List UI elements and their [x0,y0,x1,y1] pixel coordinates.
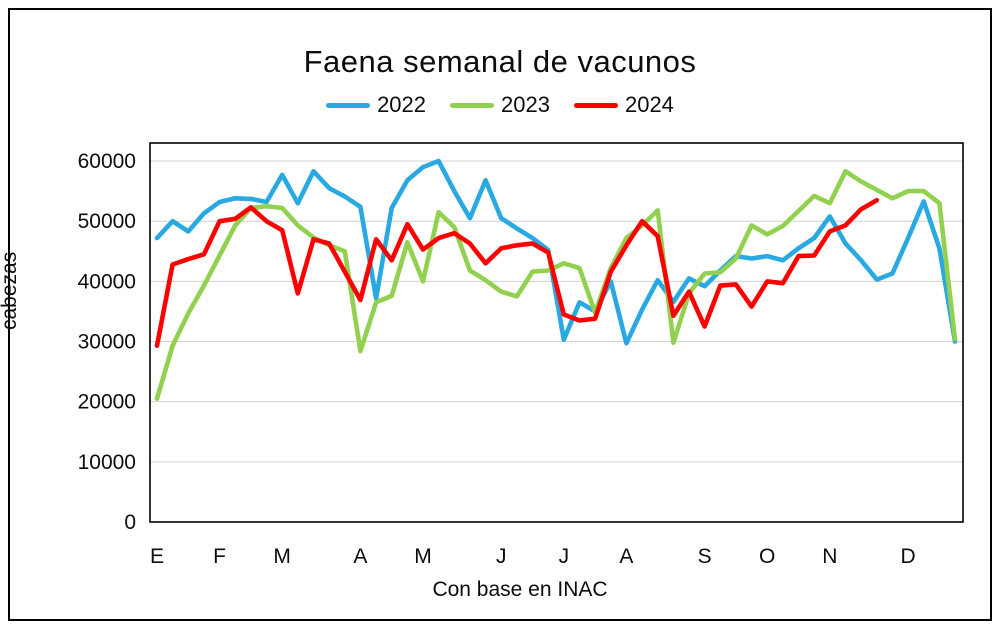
y-tick-label: 10000 [78,451,136,474]
y-tick-label: 60000 [78,150,136,173]
plot-background [150,143,963,522]
y-tick-label: 40000 [78,270,136,293]
x-tick-label-month: A [353,545,367,568]
chart-title: Faena semanal de vacunos [303,44,697,79]
x-tick-label-month: M [273,545,291,568]
y-tick-label: 30000 [78,331,136,354]
legend: 2022 2023 2024 [0,92,1000,118]
legend-swatch-2024 [573,102,618,108]
legend-label-2023: 2023 [501,92,550,117]
y-tick-label: 0 [124,511,136,534]
x-tick-label-month: N [822,545,837,568]
legend-item-2023: 2023 [450,92,550,118]
legend-item-2022: 2022 [326,92,426,118]
plot-border [149,142,964,523]
x-tick-label-month: D [900,545,915,568]
x-tick-label-month: F [213,545,226,568]
x-tick-label-month: S [698,545,712,568]
legend-item-2024: 2024 [573,92,674,118]
x-tick-label-month: J [496,545,507,568]
x-tick-label-month: M [414,545,432,568]
x-tick-label-month: O [759,545,775,568]
x-axis-caption: Con base en INAC [432,578,608,601]
series-line-2022 [154,158,958,346]
legend-label-2024: 2024 [624,92,674,117]
legend-label-2022: 2022 [377,92,427,117]
x-tick-label-month: J [559,545,570,568]
legend-swatch-2022 [326,102,371,108]
series-line-2024 [154,197,880,349]
y-tick-label: 50000 [78,210,136,233]
x-tick-label-month: A [619,545,633,568]
series-line-2023 [154,169,958,402]
y-tick-label: 20000 [78,391,136,414]
x-tick-label-month: E [150,545,164,568]
legend-swatch-2023 [450,102,495,108]
